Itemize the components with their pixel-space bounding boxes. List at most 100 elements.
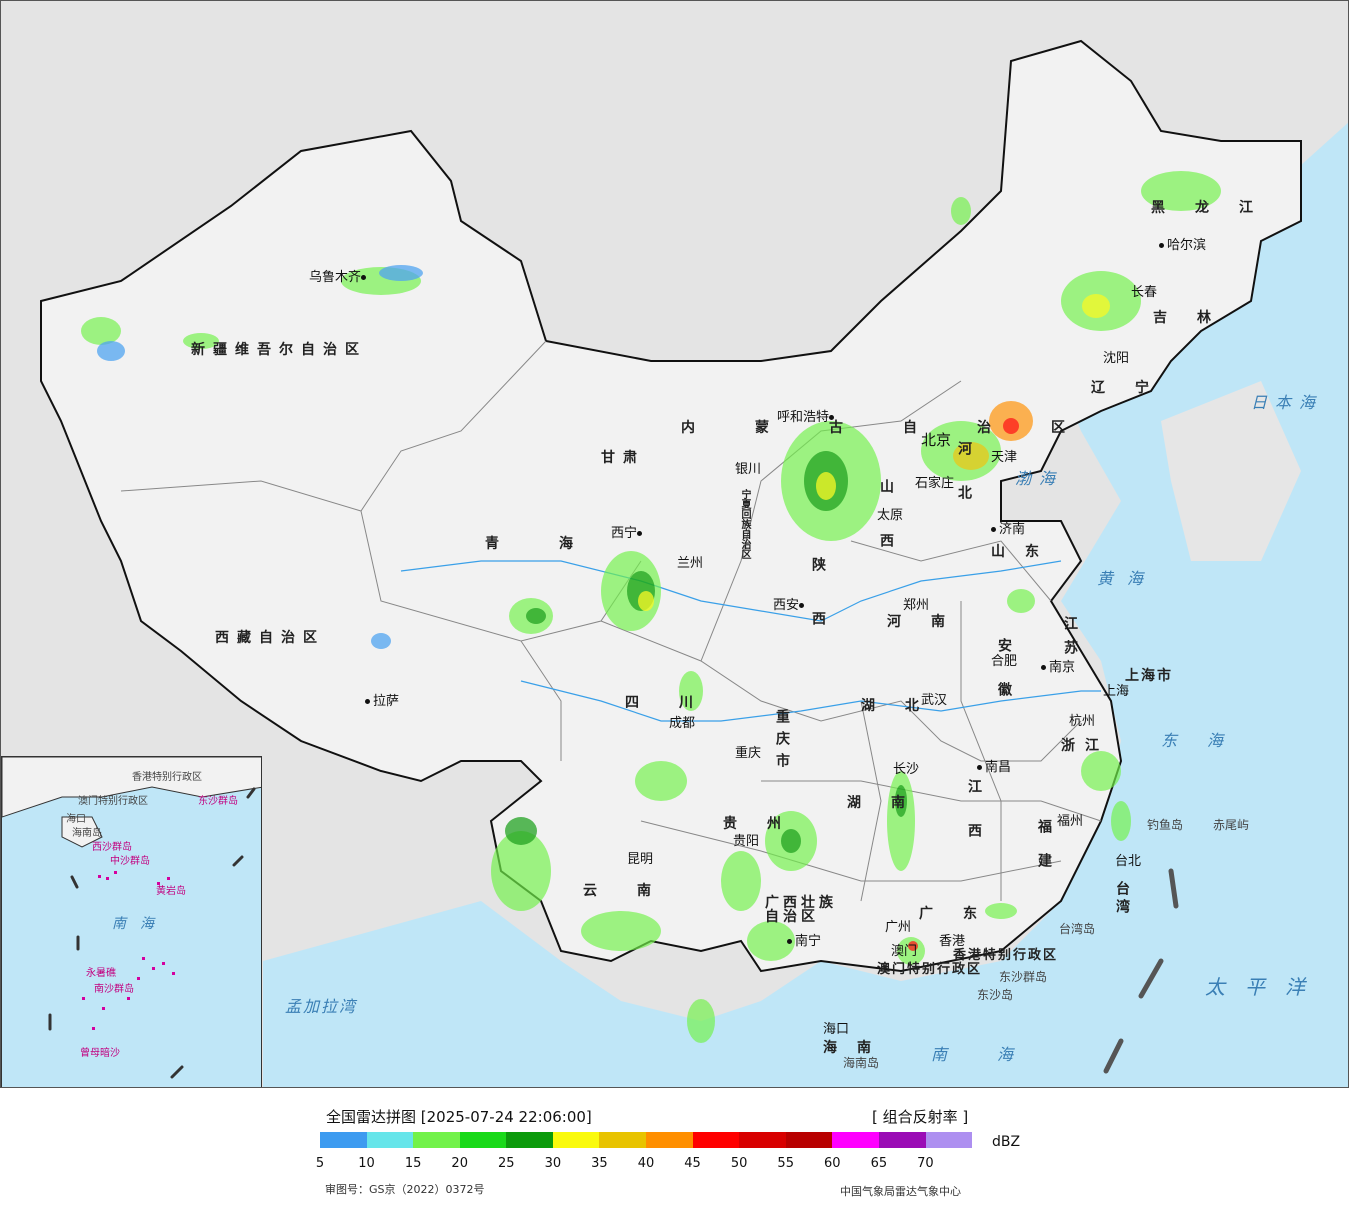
city-changchun: 长春 [1131, 285, 1158, 300]
radar-echo [951, 197, 971, 225]
inset-label-hainan-dao: 海南岛 [72, 828, 102, 839]
province-ningxia: 宁夏回族自治区 [739, 489, 750, 559]
province-boundaries [120, 340, 1102, 902]
colorbar-swatch [320, 1132, 367, 1148]
radar-echo [491, 831, 551, 911]
city-changsha: 长沙 [893, 762, 920, 777]
radar-echo [953, 442, 989, 470]
colorbar-swatch [739, 1132, 786, 1148]
province-hunan: 湖南 [847, 795, 935, 811]
province-gansu: 甘肃 [601, 450, 645, 466]
city-lhasa: 拉萨 [365, 695, 399, 708]
province-heilongjiang: 黑龙江 [1151, 200, 1283, 216]
city-zhengzhou: 郑州 [903, 598, 930, 613]
radar-echo [1007, 589, 1035, 613]
sea-pacific: 太平洋 [1205, 975, 1325, 999]
radar-echo [183, 333, 219, 349]
inset-label-zhongsha: 中沙群岛 [110, 856, 150, 867]
city-shenyang: 沈阳 [1103, 351, 1130, 366]
colorbar-tick-label: 70 [917, 1156, 934, 1171]
map-canvas [40, 39, 1348, 1087]
inset-label-haikou: 海口 [66, 814, 86, 825]
city-hefei: 合肥 [991, 654, 1018, 669]
colorbar-tick-label: 15 [404, 1156, 422, 1171]
province-shaanxi: 陕西 [810, 557, 826, 665]
city-wuhan: 武汉 [921, 693, 948, 708]
radar-echo [897, 937, 925, 965]
radar-echo [379, 265, 423, 281]
radar-echo [887, 771, 915, 871]
sea-huanghai: 黄海 [1097, 569, 1158, 588]
colorbar-tick-label: 40 [637, 1156, 655, 1171]
inset-label-yongshu: 永暑礁 [86, 968, 116, 979]
radar-echo [679, 671, 703, 711]
province-anhui: 安徽 [996, 638, 1012, 726]
province-guizhou: 贵州 [723, 816, 811, 832]
province-chongqing: 重庆市 [774, 709, 790, 775]
city-chongqing: 重庆 [735, 746, 762, 761]
province-guangdong: 广东 [919, 906, 1007, 922]
colorbar-tick-label: 55 [777, 1156, 794, 1171]
radar-echo [526, 608, 546, 624]
sea-bay-of-bengal: 孟加拉湾 [285, 997, 358, 1016]
radar-echo [1111, 801, 1131, 841]
city-kunming: 昆明 [627, 852, 654, 867]
inset-label-dongsha: 东沙群岛 [198, 796, 238, 807]
province-jilin: 吉林 [1153, 310, 1241, 326]
radar-map: 新疆维吾尔自治区 西藏自治区 青海 甘肃 内蒙古自治区 黑龙江 吉林 辽宁 河北… [0, 0, 1349, 1088]
radar-echo [1003, 418, 1019, 434]
ocean [701, 122, 1348, 1087]
legend-unit: dBZ [992, 1134, 1021, 1150]
radar-echo [97, 341, 125, 361]
radar-echo [687, 999, 715, 1043]
city-fuzhou: 福州 [1057, 814, 1084, 829]
colorbar-ticks: 5 10 15 20 25 30 35 40 45 50 55 60 65 70 [316, 1156, 972, 1172]
radar-echo [908, 941, 918, 951]
city-hangzhou: 杭州 [1069, 714, 1096, 729]
city-xining: 西宁 [611, 527, 645, 540]
city-chengdu: 成都 [669, 716, 696, 731]
inset-label-macao: 澳门特别行政区 [78, 796, 148, 807]
colorbar-swatch [506, 1132, 553, 1148]
colorbar-tick-label: 50 [730, 1156, 748, 1171]
island-dongsha-dao: 东沙岛 [977, 988, 1014, 1002]
colorbar-swatch [925, 1132, 973, 1148]
inset-label-xisha: 西沙群岛 [92, 842, 132, 853]
province-jiangxi: 江西 [966, 779, 982, 867]
province-zhejiang: 浙江 [1061, 738, 1109, 754]
colorbar-tick-label: 35 [591, 1156, 608, 1171]
colorbar-tick-label: 25 [498, 1156, 515, 1171]
radar-echo [747, 921, 795, 961]
inset-label-zengmu: 曾母暗沙 [80, 1048, 120, 1059]
island-taiwan: 台湾岛 [1059, 922, 1096, 936]
radar-echo [505, 817, 537, 845]
radar-echo [635, 761, 687, 801]
colorbar-tick-label: 60 [824, 1156, 841, 1171]
colorbar-swatch [692, 1132, 740, 1148]
province-henan: 河南 [887, 614, 975, 630]
map-approval-number: 审图号：GS京（2022）0372号 [325, 1183, 485, 1196]
sea-donghai: 东海 [1161, 731, 1254, 750]
inset-label-huangyan: 黄岩岛 [156, 886, 186, 897]
radar-echo [581, 911, 661, 951]
city-nanjing: 南京 [1041, 661, 1075, 674]
radar-echo [638, 591, 654, 611]
city-macao: 澳门 [891, 944, 918, 959]
radar-echoes [81, 171, 1221, 1043]
radar-echo [781, 829, 801, 853]
province-yunnan: 云南 [583, 883, 691, 899]
province-qinghai: 青海 [485, 536, 633, 552]
city-jinan: 济南 [991, 523, 1025, 536]
island-dongsha-qundao: 东沙群岛 [999, 970, 1048, 984]
radar-echo [1141, 171, 1221, 211]
inset-label-hongkong: 香港特别行政区 [132, 772, 202, 783]
sea-japan: 日本海 [1251, 393, 1324, 412]
city-shanghai: 上海 [1103, 684, 1130, 699]
province-hebei: 河北 [956, 441, 972, 529]
city-xian: 西安 [773, 599, 807, 612]
colorbar-tick-label: 45 [684, 1156, 701, 1171]
south-china-sea-inset: 香港特别行政区 澳门特别行政区 东沙群岛 西沙群岛 中沙群岛 南沙群岛 黄岩岛 … [1, 756, 262, 1087]
colorbar-swatch [459, 1132, 507, 1148]
island-chiwei: 赤尾屿 [1213, 818, 1250, 832]
radar-echo [816, 472, 836, 500]
